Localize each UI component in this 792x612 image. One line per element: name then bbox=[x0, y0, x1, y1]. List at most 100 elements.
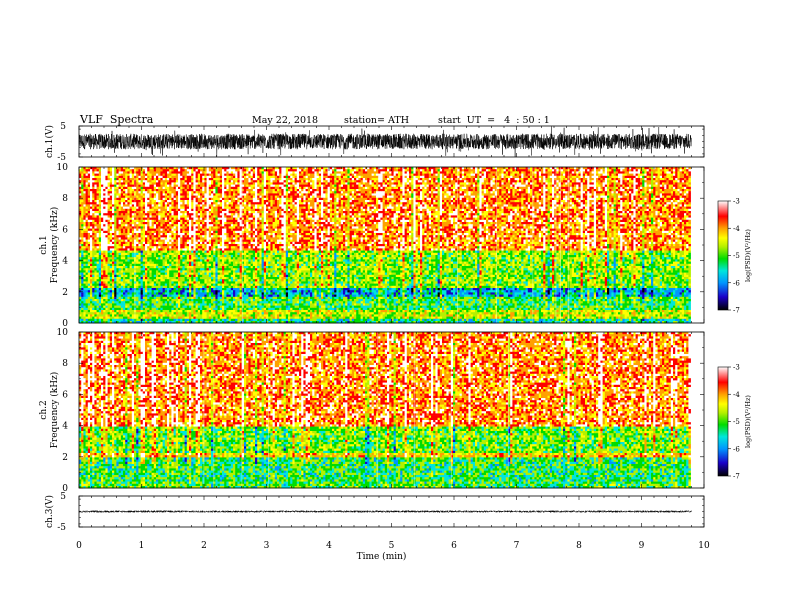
spectrogram-cell bbox=[257, 171, 260, 174]
spectrogram-cell bbox=[427, 187, 430, 190]
spectrogram-cell bbox=[270, 176, 273, 179]
spectrogram-cell bbox=[407, 191, 410, 194]
spectrogram-cell bbox=[387, 193, 390, 196]
spectrogram-cell bbox=[310, 191, 313, 194]
spectrogram-cell bbox=[246, 185, 249, 188]
spectrogram-cell bbox=[213, 180, 216, 183]
spectrogram-cell bbox=[457, 178, 460, 181]
spectrogram-cell bbox=[178, 191, 181, 194]
spectrogram-cell bbox=[563, 171, 566, 174]
spectrogram-cell bbox=[167, 185, 170, 188]
spectrogram-cell bbox=[636, 174, 639, 177]
spectrogram-cell bbox=[292, 180, 295, 183]
spectrogram-cell bbox=[442, 182, 445, 185]
spectrogram-cell bbox=[475, 169, 478, 172]
spectrogram-cell bbox=[105, 187, 108, 190]
spectrogram-cell bbox=[688, 189, 691, 192]
spectrogram-cell bbox=[543, 169, 546, 172]
spectrogram-cell bbox=[501, 196, 504, 199]
spectrogram-cell bbox=[176, 174, 179, 177]
spectrogram-cell bbox=[119, 196, 122, 199]
spectrogram-cell bbox=[94, 189, 97, 192]
spectrogram-cell bbox=[174, 171, 177, 174]
spectrogram-cell bbox=[196, 178, 199, 181]
spectrogram-cell bbox=[114, 174, 117, 177]
spectrogram-cell bbox=[433, 180, 436, 183]
spectrogram-cell bbox=[345, 185, 348, 188]
spectrogram-cell bbox=[365, 193, 368, 196]
spectrogram-cell bbox=[387, 191, 390, 194]
spectrogram-cell bbox=[299, 185, 302, 188]
spectrogram-cell bbox=[517, 187, 520, 190]
spectrogram-cell bbox=[90, 189, 93, 192]
spectrogram-cell bbox=[277, 178, 280, 181]
spectrogram-cell bbox=[675, 193, 678, 196]
spectrogram-cell bbox=[545, 189, 548, 192]
spectrogram-cell bbox=[323, 169, 326, 172]
spectrogram-cell bbox=[369, 196, 372, 199]
spectrogram-cell bbox=[286, 174, 289, 177]
spectrogram-cell bbox=[160, 185, 163, 188]
spectrogram-cell bbox=[409, 182, 412, 185]
spectrogram-cell bbox=[444, 196, 447, 199]
spectrogram-cell bbox=[297, 178, 300, 181]
spectrogram-cell bbox=[466, 171, 469, 174]
spectrogram-cell bbox=[559, 178, 562, 181]
spectrogram-cell bbox=[297, 182, 300, 185]
spectrogram-cell bbox=[147, 174, 150, 177]
spectrogram-cell bbox=[471, 178, 474, 181]
spectrogram-cell bbox=[402, 189, 405, 192]
spectrogram-cell bbox=[174, 178, 177, 181]
spectrogram-cell bbox=[592, 171, 595, 174]
spectrogram-cell bbox=[347, 191, 350, 194]
spectrogram-cell bbox=[156, 191, 159, 194]
spectrogram-cell bbox=[330, 189, 333, 192]
spectrogram-cell bbox=[312, 189, 315, 192]
spectrogram-cell bbox=[204, 180, 207, 183]
spectrogram-cell bbox=[468, 196, 471, 199]
spectrogram-cell bbox=[145, 193, 148, 196]
spectrogram-cell bbox=[262, 182, 265, 185]
spectrogram-cell bbox=[81, 193, 84, 196]
spectrogram-cell bbox=[607, 185, 610, 188]
spectrogram-cell bbox=[171, 193, 174, 196]
spectrogram-cell bbox=[204, 191, 207, 194]
spectrogram-cell bbox=[409, 174, 412, 177]
spectrogram-cell bbox=[508, 169, 511, 172]
spectrogram-cell bbox=[523, 176, 526, 179]
spectrogram-cell bbox=[279, 191, 282, 194]
spectrogram-cell bbox=[620, 182, 623, 185]
spectrogram-cell bbox=[475, 196, 478, 199]
spectrogram-cell bbox=[358, 176, 361, 179]
spectrogram-cell bbox=[189, 187, 192, 190]
spectrogram-cell bbox=[594, 178, 597, 181]
spectrogram-cell bbox=[424, 196, 427, 199]
spectrogram-cell bbox=[609, 174, 612, 177]
spectrogram-cell bbox=[633, 185, 636, 188]
spectrogram-cell bbox=[356, 171, 359, 174]
spectrogram-cell bbox=[136, 180, 139, 183]
spectrogram-cell bbox=[433, 171, 436, 174]
spectrogram-cell bbox=[380, 174, 383, 177]
spectrogram-cell bbox=[147, 176, 150, 179]
spectrogram-cell bbox=[310, 189, 313, 192]
spectrogram-cell bbox=[220, 191, 223, 194]
spectrogram-cell bbox=[497, 191, 500, 194]
spectrogram-cell bbox=[688, 178, 691, 181]
spectrogram-cell bbox=[136, 185, 139, 188]
spectrogram-cell bbox=[182, 171, 185, 174]
spectrogram-cell bbox=[497, 189, 500, 192]
spectrogram-cell bbox=[108, 171, 111, 174]
spectrogram-cell bbox=[383, 180, 386, 183]
spectrogram-cell bbox=[292, 174, 295, 177]
spectrogram-cell bbox=[565, 185, 568, 188]
spectrogram-cell bbox=[451, 196, 454, 199]
spectrogram-cell bbox=[229, 191, 232, 194]
spectrogram-cell bbox=[631, 185, 634, 188]
spectrogram-cell bbox=[647, 185, 650, 188]
spectrogram-cell bbox=[220, 169, 223, 172]
spectrogram-cell bbox=[356, 182, 359, 185]
spectrogram-cell bbox=[356, 185, 359, 188]
spectrogram-cell bbox=[303, 191, 306, 194]
spectrogram-cell bbox=[572, 191, 575, 194]
